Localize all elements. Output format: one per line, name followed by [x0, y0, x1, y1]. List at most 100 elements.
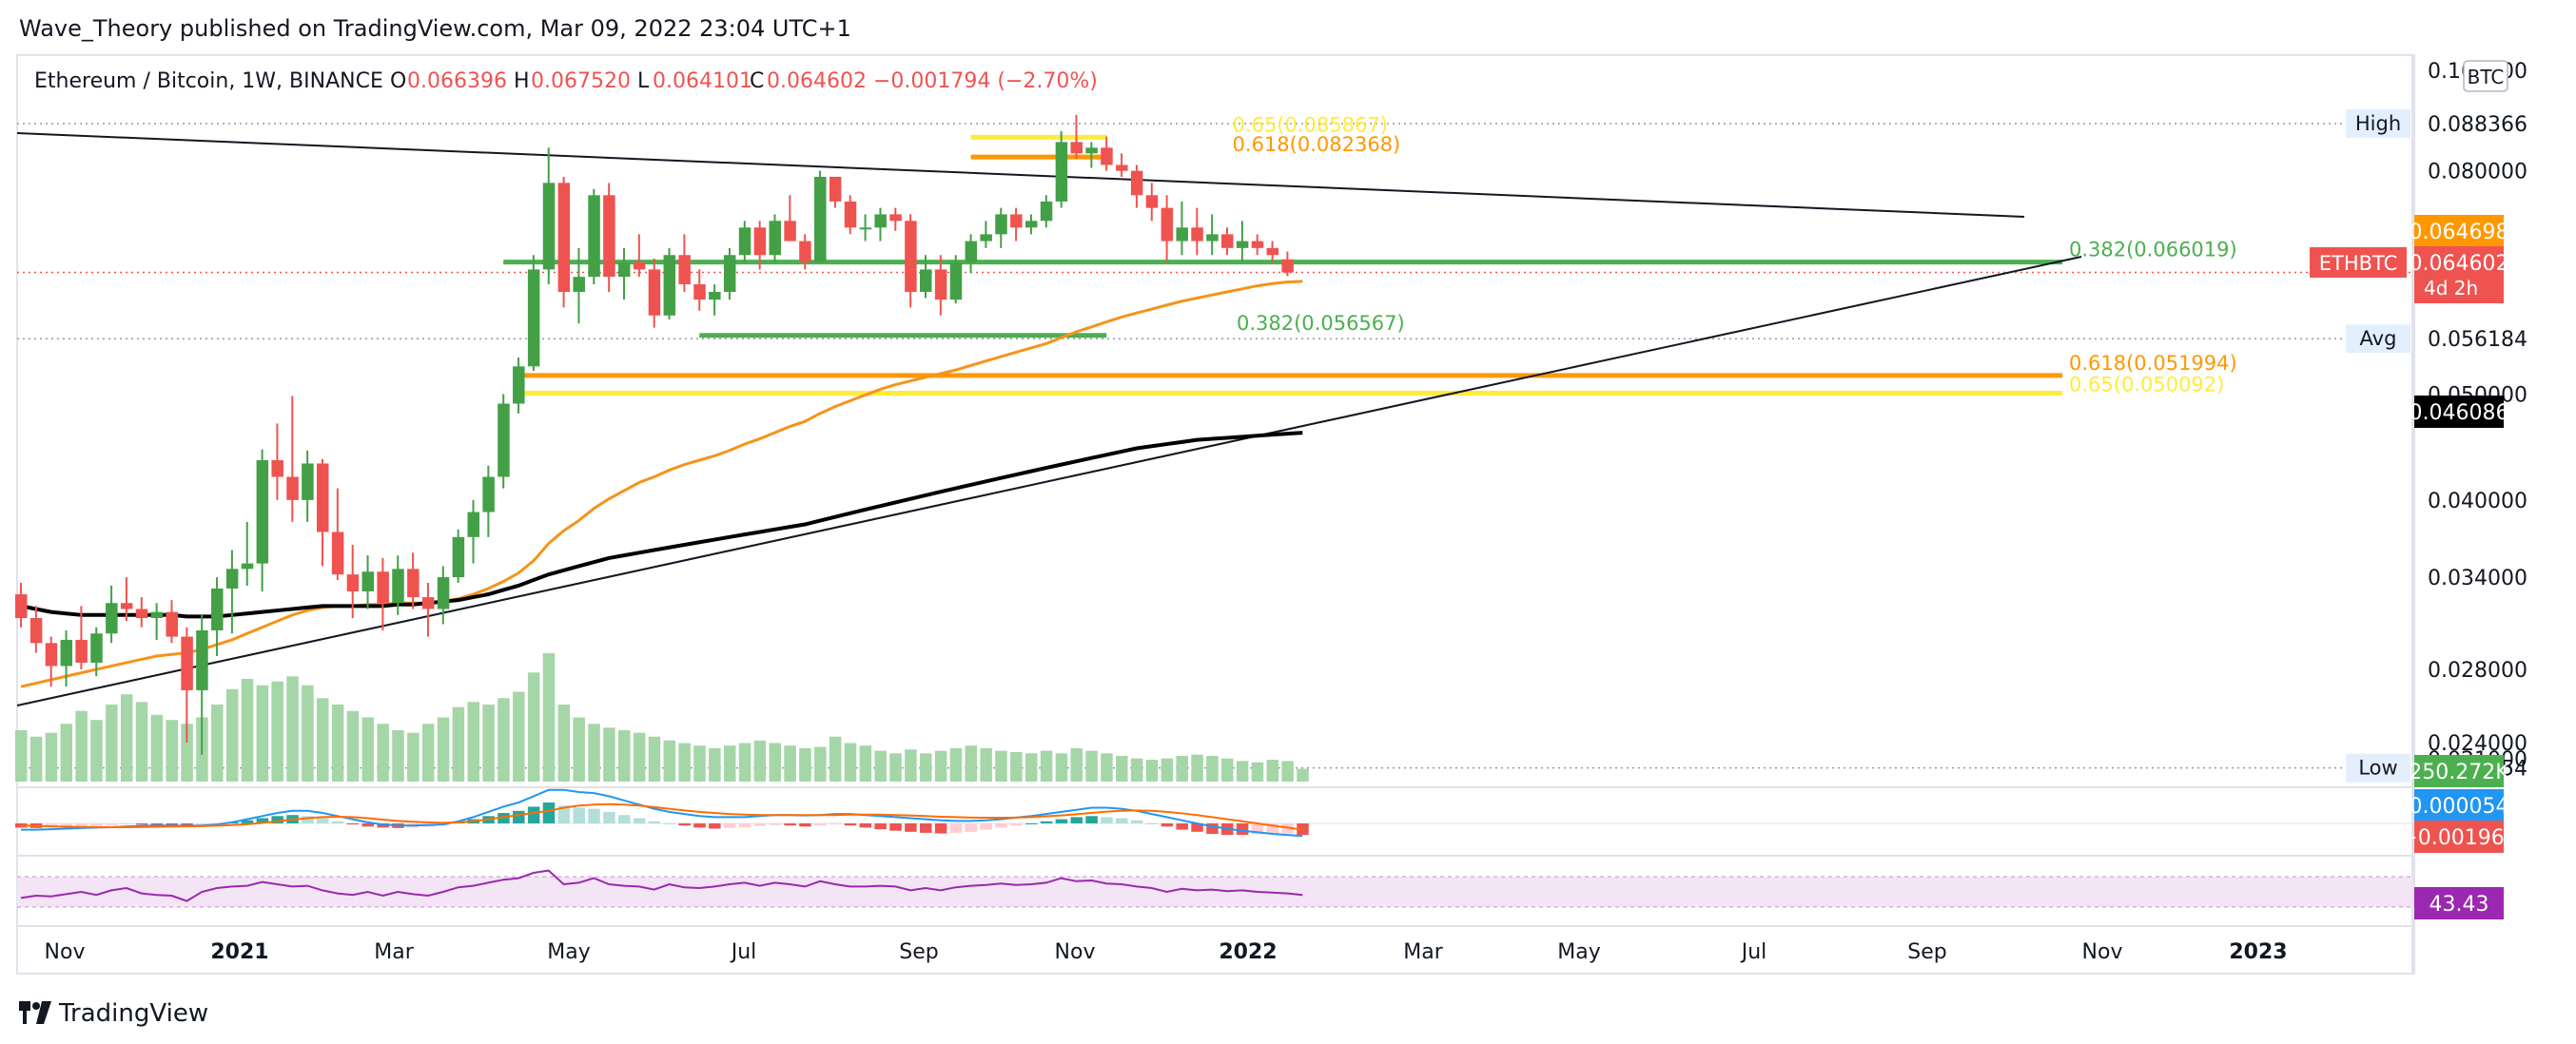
low-tag-label: Low [2358, 757, 2397, 780]
volume-bar [527, 672, 540, 782]
candle-body [905, 221, 917, 292]
volume-bar [1070, 747, 1083, 782]
time-tick-label: Mar [374, 940, 414, 964]
time-tick-label: Nov [1055, 940, 1096, 964]
volume-bars [15, 653, 1309, 782]
candle-body [166, 611, 178, 637]
legend-symbol[interactable]: Ethereum / Bitcoin, 1W, BINANCE [34, 69, 383, 93]
volume-bar [211, 705, 224, 782]
macd-hist-bar [723, 823, 736, 828]
candle-body [346, 574, 360, 591]
macd-hist-bar [799, 823, 811, 827]
volume-bar [920, 753, 932, 782]
candle-body [437, 577, 450, 609]
volume-bar [784, 745, 796, 782]
macd-hist-bar [1130, 820, 1143, 823]
candle-body [181, 636, 193, 690]
candle-body [377, 571, 389, 604]
volume-bar [241, 679, 254, 782]
rsi-pane [17, 869, 2412, 908]
volume-bar [934, 750, 947, 782]
candle-body [90, 633, 103, 663]
candle-body [859, 227, 872, 230]
fib-level-label: 0.618(0.082368) [1233, 133, 1401, 156]
macd-hist-bar [317, 818, 329, 823]
macd-line [21, 788, 1303, 838]
volume-bar [980, 747, 992, 782]
time-tick-label: Mar [1403, 940, 1443, 964]
macd-hist-bar [256, 818, 269, 823]
time-axis: Nov 2021 Mar May Jul Sep Nov 2022 Mar May Jul Sep No… [45, 940, 2288, 964]
candle-body [75, 639, 88, 663]
volume-bar [603, 727, 615, 782]
volume-bar [75, 710, 88, 782]
trendline-descending [16, 132, 2025, 218]
legend-change: −0.001794 (−2.70%) [873, 69, 1098, 93]
symbol-legend: Ethereum / Bitcoin, 1W, BINANCE O 0.0663… [34, 69, 1098, 93]
candles [15, 114, 1294, 755]
volume-bar [15, 730, 28, 782]
time-tick-label: Jul [1740, 940, 1767, 964]
candle-body [874, 214, 887, 228]
macd-hist-bar [769, 823, 781, 825]
tradingview-brand: TradingView [58, 999, 208, 1028]
high-tag-label: High [2355, 112, 2401, 135]
macd-hist-bar [889, 823, 902, 831]
candle-body [648, 269, 661, 316]
last-price-tag-bg [2414, 246, 2504, 303]
volume-bar [1176, 756, 1188, 782]
volume-bar [346, 710, 360, 782]
macd-hist-bar [874, 823, 887, 830]
volume-bar [377, 724, 389, 782]
volume-bar [271, 681, 283, 782]
macd-hist-bar [965, 823, 978, 832]
candle-body [60, 639, 73, 667]
candle-body [784, 221, 796, 242]
volume-bar [407, 732, 420, 782]
macd-hist-bar [302, 816, 314, 823]
macd-tag-value: 0.000054 [2410, 795, 2509, 819]
macd-hist-bar [377, 823, 389, 828]
volume-bar [1236, 761, 1249, 782]
macd-hist-bar [1116, 818, 1128, 823]
macd-tag-bg [2414, 789, 2504, 822]
volume-bar [633, 732, 646, 782]
currency-badge-bg [2463, 60, 2508, 92]
macd-hist-bar [513, 810, 525, 823]
candle-body [150, 611, 164, 619]
macd-hist-bar [603, 811, 615, 823]
trendline-ascending [16, 256, 2082, 706]
macd-hist-bar [738, 823, 751, 827]
fib-level-label: 0.65(0.050092) [2069, 374, 2224, 396]
volume-bar [317, 698, 329, 782]
candle-body [1070, 142, 1083, 154]
candle-body [1161, 207, 1174, 242]
candle-body [753, 227, 767, 256]
time-tick-label: Nov [2082, 940, 2123, 964]
volume-bar [482, 705, 495, 782]
volume-bar [256, 685, 269, 782]
volume-bar [181, 724, 193, 782]
volume-bar [753, 740, 767, 782]
volume-bar [769, 743, 781, 782]
macd-hist-bar [618, 815, 631, 823]
fib-level-label: 0.618(0.051994) [2069, 352, 2237, 375]
candle-body [467, 512, 479, 537]
volume-bar [693, 745, 706, 782]
candle-body [920, 269, 932, 292]
candle-body [421, 597, 435, 609]
chart-frame [16, 54, 2415, 975]
volume-bar [905, 749, 917, 782]
volume-bar [1116, 756, 1128, 782]
currency-button[interactable]: BTC [2463, 60, 2508, 92]
volume-bar [859, 745, 872, 782]
volume-bar [844, 743, 857, 782]
candle-body [980, 234, 992, 242]
candle-body [814, 176, 827, 262]
candle-body [1266, 247, 1279, 256]
volume-bar [678, 743, 691, 782]
tradingview-logo[interactable]: TradingView [19, 999, 208, 1028]
